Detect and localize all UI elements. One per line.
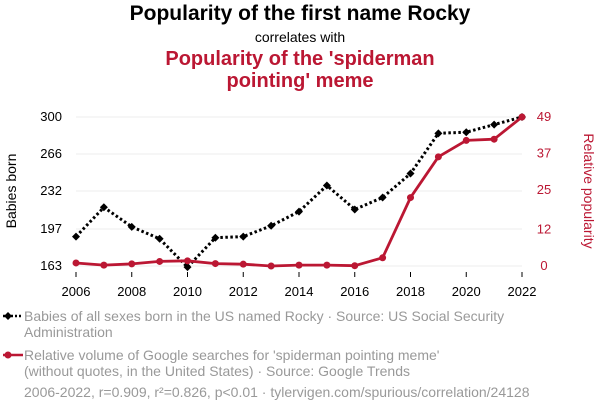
series-point-2 bbox=[295, 261, 303, 269]
y-right-tick-label: 25 bbox=[537, 182, 551, 197]
y-axis-right-label: Relative popularity bbox=[581, 133, 597, 248]
x-tick-label: 2016 bbox=[340, 284, 369, 299]
x-tick-label: 2022 bbox=[508, 284, 537, 299]
chart-subtitle-line-1: Popularity of the 'spiderman bbox=[165, 48, 435, 70]
chart-connector: correlates with bbox=[254, 29, 346, 45]
series-point-2 bbox=[128, 260, 136, 268]
series-point-1 bbox=[155, 234, 164, 243]
y-left-tick-label: 197 bbox=[40, 221, 62, 236]
legend-text-babies-line-1: Babies of all sexes born in the US named… bbox=[24, 308, 505, 324]
chart-title: Popularity of the first name Rocky bbox=[129, 2, 471, 25]
series-point-2 bbox=[490, 135, 498, 143]
series-point-2 bbox=[351, 262, 359, 270]
series-point-2 bbox=[518, 113, 526, 121]
y-right-tick-label: 0 bbox=[540, 258, 547, 273]
series-point-1 bbox=[127, 222, 136, 231]
chart-subtitle-line-2: pointing' meme bbox=[226, 70, 374, 92]
series-point-2 bbox=[211, 260, 219, 268]
legend-swatch-searches bbox=[3, 351, 23, 359]
legend-item-searches: Relative volume of Google searches for '… bbox=[3, 347, 584, 379]
series-point-1 bbox=[434, 129, 443, 138]
series-point-2 bbox=[434, 153, 442, 161]
legend-item-babies: Babies of all sexes born in the US named… bbox=[3, 308, 584, 340]
series-point-1 bbox=[322, 181, 331, 190]
series-point-2 bbox=[72, 259, 80, 267]
x-axis-ticks: 2006 2008 2010 2012 2014 2016 2018 2020 2022 bbox=[62, 272, 537, 299]
series-point-1 bbox=[378, 193, 387, 202]
series-point-2 bbox=[184, 257, 191, 265]
series-line-2 bbox=[75, 115, 523, 268]
chart-subtitle: Popularity of the 'spiderman pointing' m… bbox=[0, 48, 600, 92]
y-left-tick-label: 300 bbox=[40, 109, 62, 124]
series-point-2 bbox=[407, 194, 414, 202]
legend-swatch-babies bbox=[3, 312, 23, 320]
series-point-2 bbox=[267, 262, 275, 270]
series-point-2 bbox=[239, 260, 247, 268]
series-point-1 bbox=[406, 169, 415, 178]
y-left-tick-label: 163 bbox=[40, 258, 62, 273]
x-tick-label: 2014 bbox=[285, 284, 314, 299]
series-point-1 bbox=[350, 205, 359, 214]
y-axis-left-label: Babies born bbox=[3, 154, 19, 229]
series-point-1 bbox=[462, 128, 471, 137]
series-point-1 bbox=[72, 232, 80, 241]
y-right-tick-label: 37 bbox=[537, 145, 551, 160]
series-point-2 bbox=[323, 261, 331, 269]
x-tick-label: 2012 bbox=[229, 284, 258, 299]
y-right-tick-label: 12 bbox=[537, 222, 551, 237]
series-point-2 bbox=[462, 136, 470, 144]
series-point-2 bbox=[379, 254, 387, 262]
y-right-tick-label: 49 bbox=[537, 109, 551, 124]
series-point-1 bbox=[239, 232, 248, 241]
series-point-2 bbox=[100, 261, 108, 269]
series-point-1 bbox=[99, 203, 108, 212]
series-point-2 bbox=[156, 257, 164, 265]
y-left-tick-label: 266 bbox=[40, 146, 62, 161]
x-tick-label: 2010 bbox=[173, 284, 202, 299]
x-tick-label: 2018 bbox=[396, 284, 425, 299]
series-point-1 bbox=[183, 263, 192, 272]
y-axis-left-ticks: 300 266 232 197 163 bbox=[40, 109, 62, 273]
legend-text-searches-line-2: (without quotes, in the United States) ·… bbox=[24, 363, 410, 379]
x-tick-label: 2020 bbox=[452, 284, 481, 299]
x-tick-label: 2008 bbox=[117, 284, 146, 299]
y-axis-right-ticks: 49 37 25 12 0 bbox=[537, 109, 551, 273]
grid-lines bbox=[76, 116, 522, 267]
legend-text-searches-line-1: Relative volume of Google searches for '… bbox=[24, 347, 440, 363]
series-point-1 bbox=[490, 120, 499, 129]
series-point-1 bbox=[295, 207, 303, 216]
series-line-1 bbox=[74, 115, 523, 269]
y-left-tick-label: 232 bbox=[40, 183, 62, 198]
chart-footer: 2006-2022, r=0.909, r²=0.826, p<0.01 · t… bbox=[24, 384, 530, 400]
legend-text-babies-line-2: Administration bbox=[24, 324, 113, 340]
series-point-1 bbox=[267, 221, 276, 230]
series-group bbox=[72, 113, 526, 272]
series-point-1 bbox=[211, 233, 220, 242]
x-tick-label: 2006 bbox=[62, 284, 91, 299]
